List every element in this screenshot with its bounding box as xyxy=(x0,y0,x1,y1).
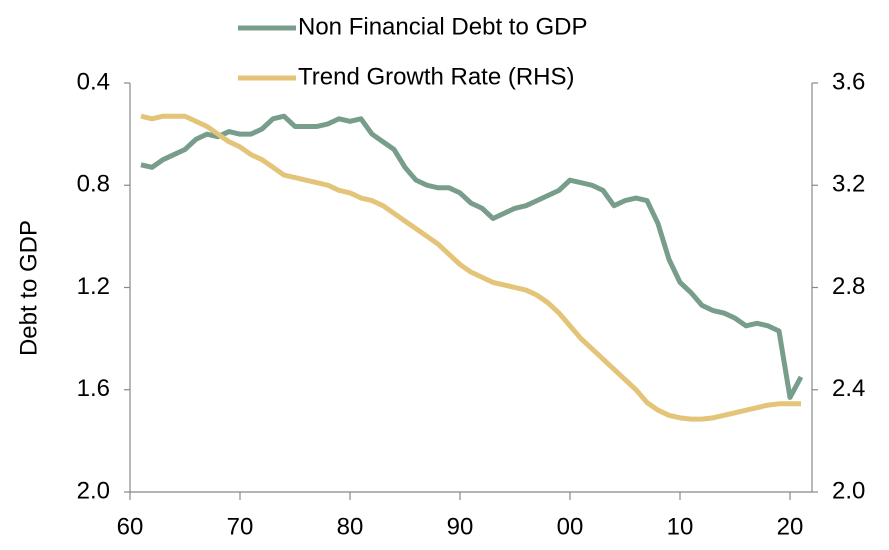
y2-tick-label: 3.2 xyxy=(832,171,865,198)
y2-tick-label: 2.0 xyxy=(832,477,865,504)
x-tick-label: 80 xyxy=(337,513,364,540)
x-tick-label: 20 xyxy=(777,513,804,540)
y-tick-label: 1.6 xyxy=(77,375,110,402)
y2-tick-label: 2.4 xyxy=(832,375,865,402)
x-tick-label: 10 xyxy=(667,513,694,540)
y-tick-label: 0.8 xyxy=(77,171,110,198)
y-tick-label: 1.2 xyxy=(77,273,110,300)
y2-tick-label: 2.8 xyxy=(832,273,865,300)
legend-label: Trend Growth Rate (RHS) xyxy=(298,63,575,90)
series-line xyxy=(140,113,804,400)
series-line xyxy=(140,113,801,422)
legend-label: Non Financial Debt to GDP xyxy=(298,13,587,40)
y-axis-label: Debt to GDP xyxy=(15,220,42,356)
x-tick-label: 90 xyxy=(447,513,474,540)
y-tick-label: 0.4 xyxy=(77,68,110,95)
x-tick-label: 60 xyxy=(117,513,144,540)
y-tick-label: 2.0 xyxy=(77,477,110,504)
x-tick-label: 00 xyxy=(557,513,584,540)
x-tick-label: 70 xyxy=(227,513,254,540)
y2-tick-label: 3.6 xyxy=(832,68,865,95)
